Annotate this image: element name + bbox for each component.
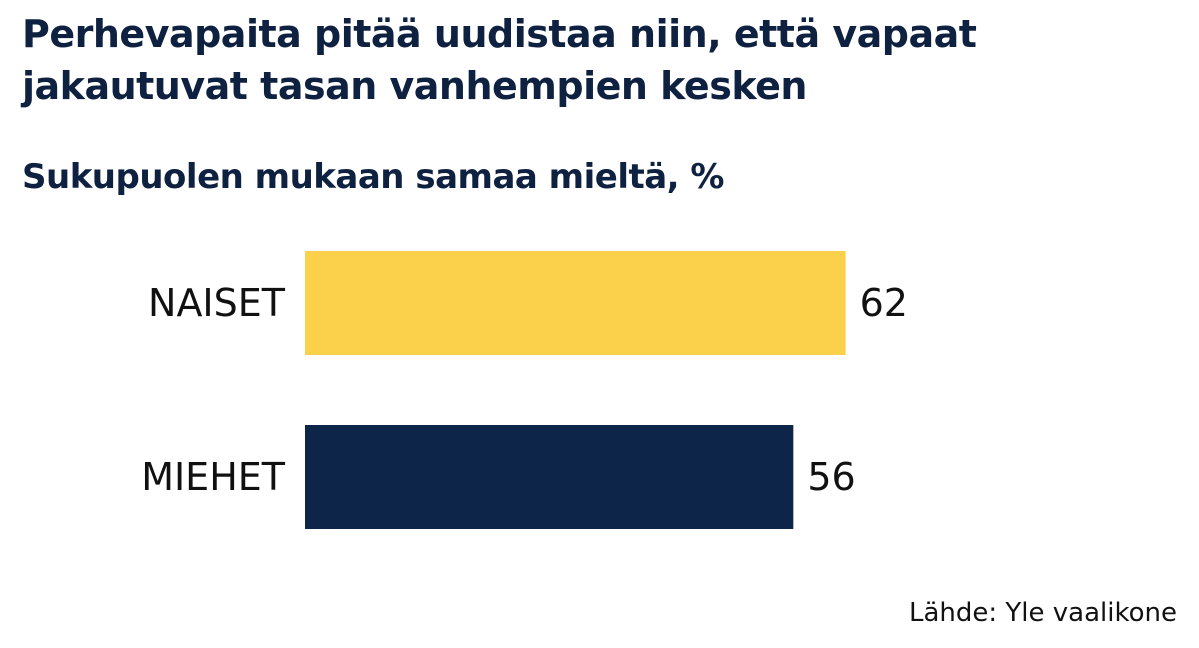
chart-title: Perhevapaita pitää uudistaa niin, että v… [22, 12, 977, 108]
source-note: Lähde: Yle vaalikone [909, 598, 1177, 628]
bar-naiset [305, 251, 846, 355]
category-label-miehet: MIEHET [141, 455, 286, 499]
category-label-naiset: NAISET [148, 281, 286, 325]
value-label-miehet: 56 [807, 455, 855, 499]
bar-miehet [305, 425, 794, 529]
chart-subtitle: Sukupuolen mukaan samaa mieltä, % [22, 157, 724, 197]
value-label-naiset: 62 [860, 281, 908, 325]
